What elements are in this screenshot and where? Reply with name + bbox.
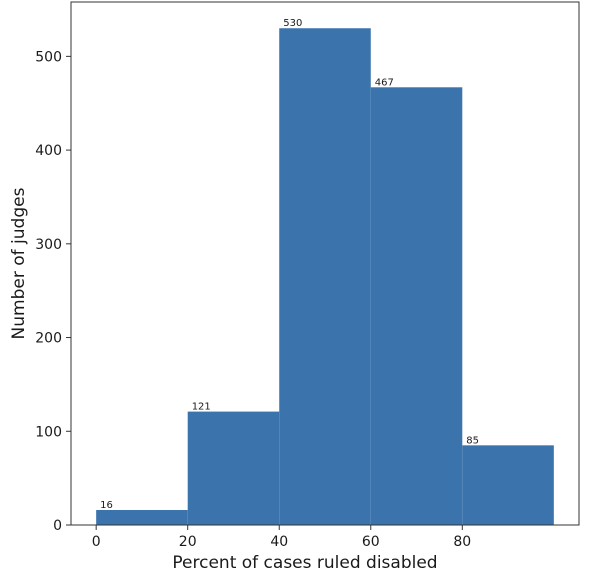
bar-0-20: [96, 510, 188, 525]
bar-20-40: [187, 411, 280, 525]
plot-frame: [70, 1, 580, 526]
x-axis-title: Percent of cases ruled disabled: [172, 553, 437, 573]
bar-60-80: [370, 87, 463, 525]
y-axis-title: Number of judges: [9, 187, 29, 339]
bars-group: [96, 28, 554, 526]
y-tick-label: 0: [53, 518, 62, 534]
bar-80-100: [462, 445, 554, 525]
x-tick-label: 60: [362, 534, 380, 550]
y-tick-label: 300: [35, 237, 62, 253]
y-tick-label: 200: [35, 331, 62, 347]
data-label-80-100: 85: [466, 435, 479, 446]
data-label-0-20: 16: [100, 500, 113, 511]
y-axis-ticks: 0 100 200 300 400 500: [35, 49, 71, 534]
y-tick-label: 100: [35, 424, 62, 440]
x-tick-label: 0: [92, 534, 101, 550]
data-label-40-60: 530: [283, 18, 302, 29]
data-labels-group: 16 121 530 467 85: [100, 18, 479, 511]
bar-40-60: [279, 28, 371, 526]
x-tick-label: 40: [270, 534, 288, 550]
x-tick-label: 80: [453, 534, 471, 550]
x-axis-ticks: 0 20 40 60 80: [92, 525, 471, 550]
x-tick-label: 20: [179, 534, 197, 550]
y-tick-label: 500: [35, 49, 62, 65]
data-label-60-80: 467: [375, 77, 394, 88]
data-label-20-40: 121: [192, 402, 211, 413]
y-tick-label: 400: [35, 143, 62, 159]
